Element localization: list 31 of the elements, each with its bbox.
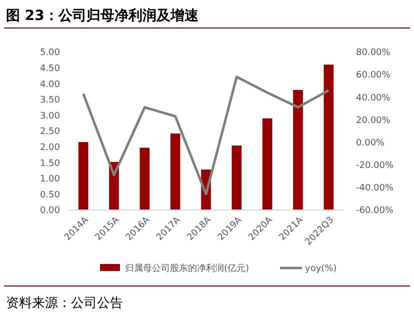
- bar: [262, 118, 272, 210]
- y2-tick-label: 40.00%: [356, 93, 391, 104]
- bar: [78, 142, 88, 210]
- y-tick-label: 3.00: [40, 111, 60, 122]
- y-tick-label: 3.50: [40, 96, 60, 106]
- chart-title: 图 23：公司归母净利润及增速: [6, 7, 200, 24]
- bar: [293, 90, 303, 210]
- y2-tick-label: 80.00%: [356, 48, 391, 58]
- y-tick-label: 5.00: [40, 48, 60, 58]
- legend-label: yoy(%): [305, 264, 337, 274]
- y-tick-label: 2.00: [40, 142, 60, 153]
- y-tick-label: 1.00: [40, 174, 60, 185]
- bar: [232, 146, 242, 210]
- y-tick-label: 1.50: [40, 158, 60, 169]
- bar: [140, 148, 150, 210]
- text: 资料来源：公司公告: [6, 296, 123, 311]
- y-tick-label: 0.50: [40, 190, 60, 200]
- y2-tick-label: 0.00%: [356, 138, 386, 148]
- y-tick-label: 4.00: [40, 80, 60, 90]
- y2-tick-label: 60.00%: [356, 70, 391, 81]
- line-series: [82, 76, 330, 196]
- bar: [170, 134, 180, 210]
- y2-tick-label: 20.00%: [356, 116, 391, 126]
- y2-tick-label: -40.00%: [356, 184, 394, 194]
- bar: [324, 64, 334, 210]
- y-tick-label: 4.50: [40, 64, 60, 74]
- y2-tick-label: -60.00%: [356, 206, 394, 216]
- y2-tick-label: -20.00%: [356, 161, 394, 172]
- y-tick-label: 2.50: [40, 127, 60, 138]
- y-tick-label: 0.00: [40, 206, 60, 216]
- legend-label: 归属母公司股东的净利润(亿元): [125, 263, 250, 274]
